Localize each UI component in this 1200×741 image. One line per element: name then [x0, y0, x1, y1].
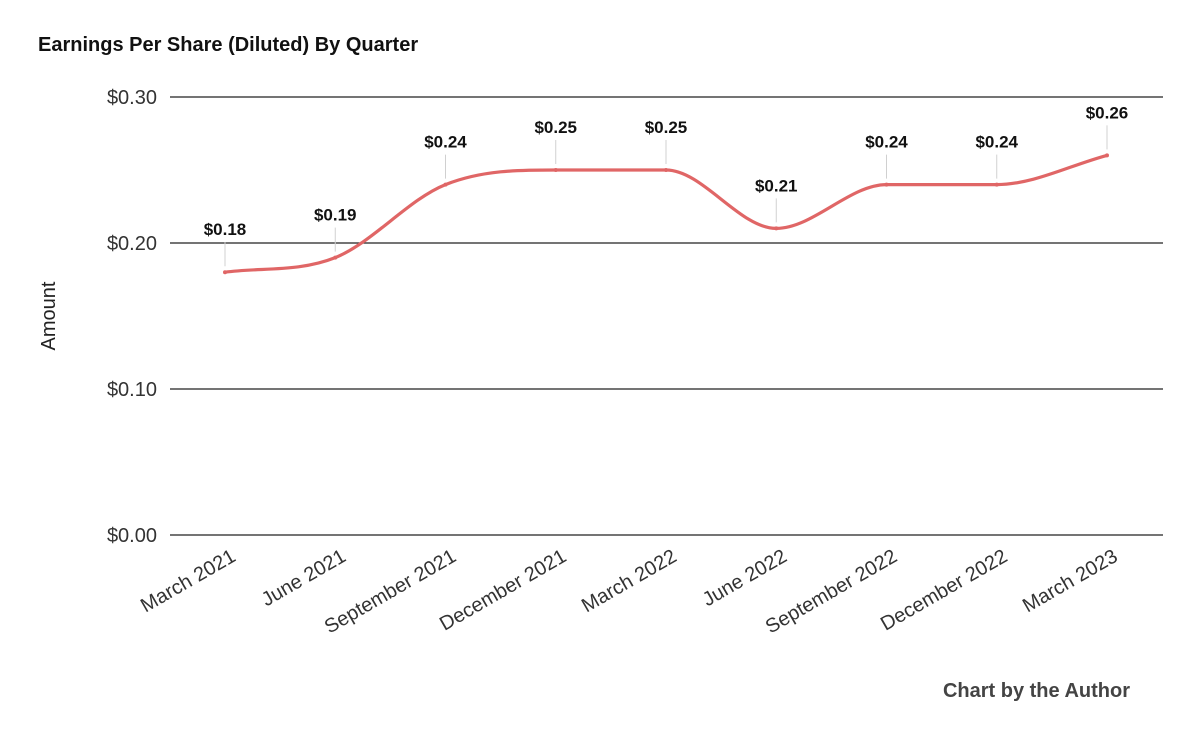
x-tick-label: March 2023 — [1019, 545, 1121, 617]
data-label: $0.24 — [865, 133, 908, 152]
y-tick-label: $0.10 — [107, 379, 157, 401]
data-point — [333, 255, 338, 260]
series-line — [223, 153, 1109, 274]
x-tick-label: March 2022 — [578, 545, 680, 617]
data-point — [223, 270, 227, 275]
data-point — [884, 182, 889, 187]
y-tick-label: $0.20 — [107, 233, 157, 255]
data-point — [664, 168, 668, 172]
x-tick-label: June 2021 — [258, 545, 350, 611]
y-tick-label: $0.30 — [107, 87, 157, 109]
chart-title: Earnings Per Share (Diluted) By Quarter — [38, 34, 419, 56]
y-axis-label: Amount — [38, 281, 60, 350]
data-point — [994, 182, 999, 187]
x-tick-label: June 2022 — [699, 545, 791, 611]
data-label: $0.21 — [755, 176, 798, 195]
data-label: $0.24 — [975, 133, 1018, 152]
data-label: $0.24 — [424, 133, 467, 152]
y-tick-label: $0.00 — [107, 525, 157, 547]
data-point — [443, 182, 448, 187]
data-label: $0.25 — [534, 118, 577, 137]
data-point — [553, 168, 558, 172]
data-label: $0.25 — [645, 118, 688, 137]
data-label: $0.18 — [204, 220, 247, 239]
data-point — [774, 226, 779, 231]
chart-credit: Chart by the Author — [942, 680, 1130, 702]
data-point — [1105, 153, 1109, 158]
data-label: $0.19 — [314, 206, 357, 225]
x-tick-label: March 2021 — [137, 545, 239, 617]
data-label: $0.26 — [1086, 103, 1129, 122]
